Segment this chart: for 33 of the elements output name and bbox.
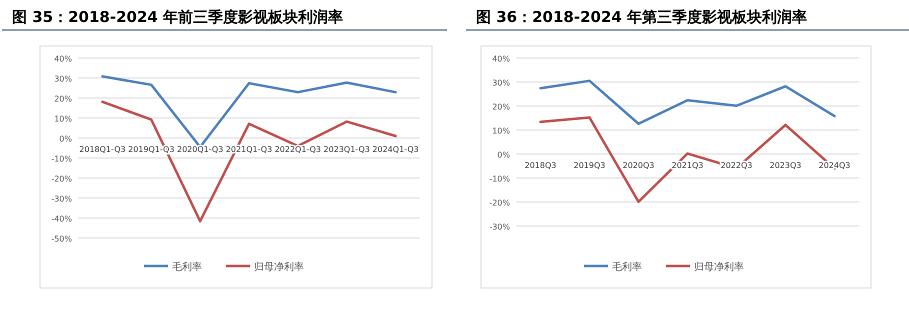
legend-label: 毛利率	[612, 261, 642, 273]
y-tick-label: -10%	[489, 174, 510, 184]
chart-title: 图 35：2018-2024 年前三季度影视板块利润率	[12, 8, 344, 26]
x-tick-label: 2018Q1-Q3	[79, 145, 126, 154]
x-tick-label: 2019Q3	[574, 161, 606, 170]
y-tick-label: 0%	[497, 150, 510, 160]
legend-label: 归母净利率	[694, 261, 744, 273]
y-tick-label: 10%	[492, 126, 510, 136]
y-tick-label: -20%	[489, 198, 510, 208]
y-tick-label: -50%	[51, 234, 72, 244]
y-tick-label: 30%	[492, 78, 510, 88]
y-tick-label: 40%	[492, 54, 510, 64]
y-tick-label: -20%	[51, 174, 72, 184]
x-tick-label: 2020Q1-Q3	[176, 145, 224, 154]
y-tick-label: -30%	[51, 194, 72, 204]
y-tick-label: -10%	[51, 154, 72, 164]
y-tick-label: 20%	[492, 102, 510, 112]
x-tick-label: 2023Q1-Q3	[324, 145, 370, 154]
x-tick-label: 2020Q3	[622, 161, 654, 170]
x-tick-label: 2024Q1-Q3	[372, 145, 419, 154]
y-tick-label: 30%	[54, 74, 72, 84]
chart-title: 图 36：2018-2024 年第三季度影视板块利润率	[476, 8, 808, 26]
y-tick-label: -30%	[489, 222, 510, 232]
y-tick-label: 20%	[54, 94, 72, 104]
y-tick-label: 10%	[54, 114, 72, 124]
x-tick-label: 2018Q3	[524, 161, 556, 170]
y-tick-label: 40%	[54, 54, 72, 64]
legend-label: 毛利率	[172, 261, 202, 273]
y-tick-label: 0%	[59, 134, 72, 144]
y-tick-label: -40%	[51, 214, 72, 224]
x-tick-label: 2022Q1-Q3	[274, 145, 322, 154]
legend-label: 归母净利率	[254, 261, 304, 273]
x-tick-label: 2023Q3	[770, 161, 802, 170]
